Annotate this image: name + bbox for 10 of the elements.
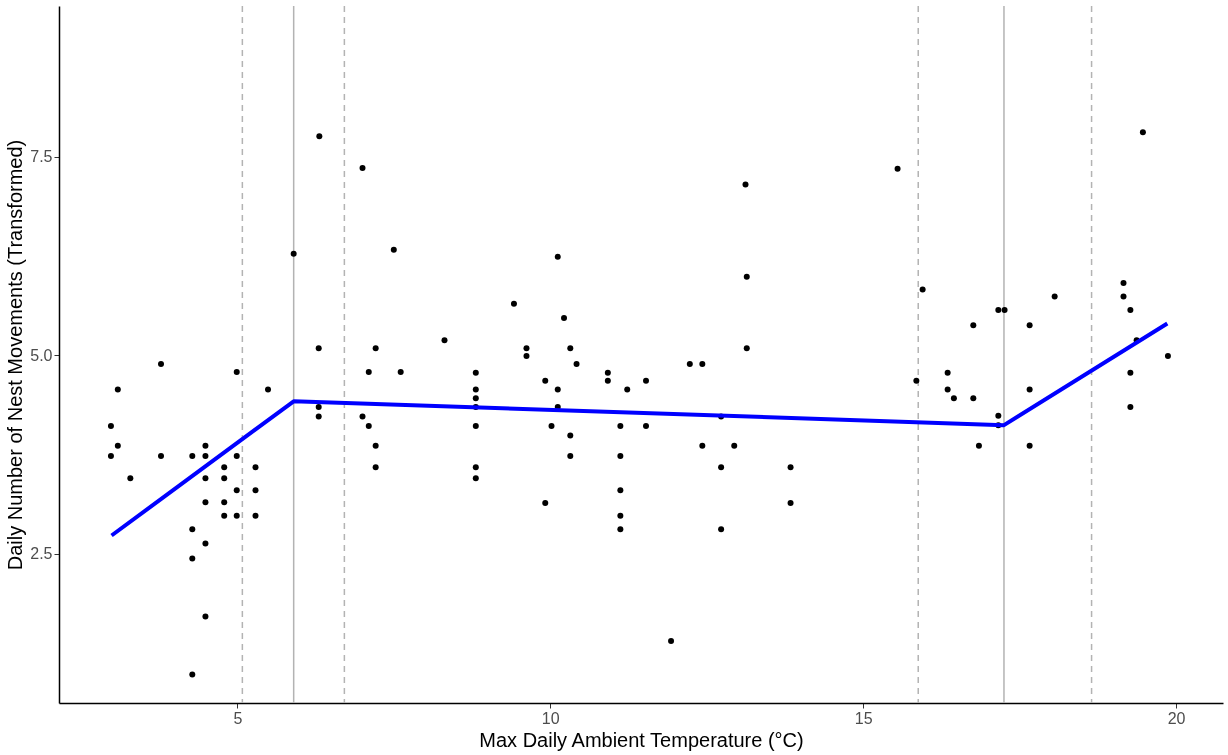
y-axis-title: Daily Number of Nest Movements (Transformed) [4, 139, 27, 571]
line-series [109, 321, 1170, 538]
y-tick-label: 2.5 [30, 545, 53, 563]
x-tick-label: 20 [1167, 709, 1186, 727]
x-tick-label: 15 [854, 709, 873, 727]
x-tick-label: 10 [541, 709, 560, 727]
y-tick-label: 5.0 [30, 346, 53, 364]
x-tick-label: 5 [233, 709, 243, 727]
y-tick-label: 7.5 [30, 148, 53, 166]
x-axis-title: Max Daily Ambient Temperature (°C) [479, 728, 804, 751]
